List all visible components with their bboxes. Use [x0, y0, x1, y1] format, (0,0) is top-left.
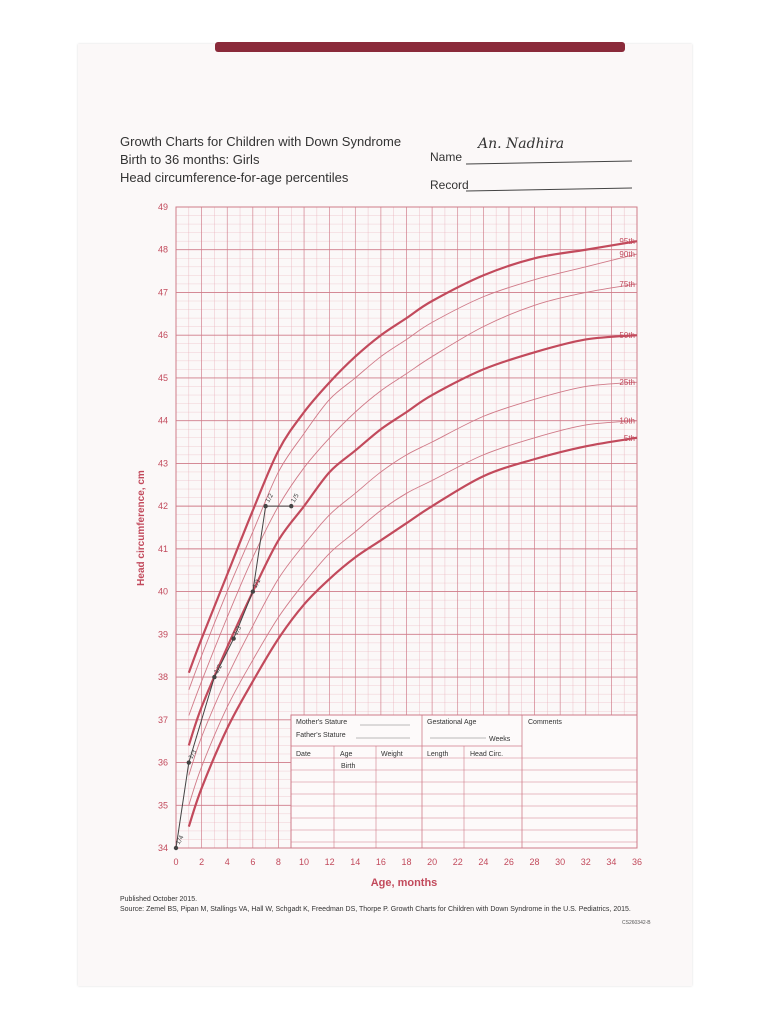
table-col-header: Weight — [381, 751, 403, 758]
patient-point-annotation: 1/5 — [290, 492, 301, 504]
y-tick-labels: 34 35 36 37 38 39 40 41 42 43 44 45 46 47 48 49 — [158, 202, 168, 853]
percentile-labels: 95th 90th 75th 50th 25th 10th 5th — [619, 237, 635, 443]
percentile-curve-5th — [187, 436, 638, 827]
patient-plot: 1/4 1/3 1/2 1/3 1/1 1/2 1/5 — [173, 492, 301, 851]
percentile-curve-90th — [188, 253, 638, 691]
binder-strip — [215, 42, 625, 52]
x-tick-label: 24 — [478, 857, 488, 867]
percentile-curve-95th — [187, 240, 638, 674]
y-axis-label: Head circumference, cm — [136, 470, 147, 586]
patient-point-annotation: 1/3 — [232, 625, 243, 637]
y-tick-label: 48 — [158, 245, 168, 255]
y-tick-label: 39 — [158, 629, 168, 639]
name-label: Name — [430, 150, 463, 164]
patient-point-annotation: 1/2 — [264, 492, 275, 504]
x-tick-label: 8 — [276, 857, 281, 867]
patient-point — [289, 503, 294, 509]
gestational-age-label: Gestational Age — [427, 719, 477, 726]
x-tick-label: 20 — [427, 857, 437, 867]
y-tick-label: 36 — [158, 758, 168, 768]
percentile-label-10th: 10th — [619, 417, 635, 426]
percentile-label-90th: 90th — [619, 250, 635, 259]
chart-title-line3: Head circumference-for-age percentiles — [120, 170, 349, 185]
table-col-header: Length — [427, 751, 449, 758]
source-note: Source: Zemel BS, Pipan M, Stallings VA,… — [120, 906, 631, 913]
x-tick-label: 34 — [606, 857, 616, 867]
x-tick-label: 12 — [325, 857, 335, 867]
percentile-label-95th: 95th — [619, 237, 635, 246]
fathers-stature-label: Father's Stature — [296, 732, 346, 739]
percentile-label-5th: 5th — [624, 434, 635, 443]
patient-point — [250, 589, 256, 594]
age-birth-cell: Birth — [341, 763, 356, 770]
patient-point — [173, 845, 179, 851]
patient-point — [212, 674, 217, 680]
patient-point-annotation: 1/3 — [187, 749, 198, 761]
chart-title-line1: Growth Charts for Children with Down Syn… — [120, 134, 402, 149]
record-table: Mother's Stature Father's Stature Gestatio… — [290, 714, 638, 849]
percentile-label-75th: 75th — [619, 280, 635, 289]
x-tick-label: 28 — [530, 857, 540, 867]
x-tick-label: 0 — [173, 857, 178, 867]
x-tick-label: 26 — [504, 857, 514, 867]
patient-point — [186, 760, 192, 765]
patient-point-annotation: 1/2 — [213, 663, 224, 675]
y-tick-label: 47 — [158, 287, 168, 297]
comments-label: Comments — [528, 719, 562, 726]
mothers-stature-label: Mother's Stature — [296, 719, 347, 726]
percentile-curve-25th — [188, 381, 638, 776]
x-tick-label: 4 — [225, 857, 230, 867]
x-tick-label: 6 — [250, 857, 255, 867]
patient-point-annotation: 1/1 — [252, 578, 263, 590]
percentile-label-50th: 50th — [619, 331, 635, 340]
x-tick-label: 10 — [299, 857, 309, 867]
y-tick-label: 44 — [158, 416, 168, 426]
published-note: Published October 2015. — [120, 896, 198, 903]
name-value: An. Nadhira — [478, 136, 565, 152]
percentile-curve-10th — [188, 420, 638, 806]
weeks-label: Weeks — [489, 736, 511, 743]
y-tick-label: 37 — [158, 715, 168, 725]
percentile-label-25th: 25th — [619, 378, 635, 387]
x-tick-label: 30 — [555, 857, 565, 867]
x-tick-label: 36 — [632, 857, 642, 867]
y-tick-label: 45 — [158, 373, 168, 383]
y-tick-label: 40 — [158, 587, 168, 597]
percentile-curves — [187, 240, 638, 827]
table-col-header: Age — [340, 751, 353, 758]
percentile-curve-50th — [187, 334, 638, 746]
y-tick-label: 49 — [158, 202, 168, 212]
y-tick-label: 41 — [158, 544, 168, 554]
y-tick-label: 43 — [158, 458, 168, 468]
x-tick-label: 18 — [401, 857, 411, 867]
x-tick-label: 32 — [581, 857, 591, 867]
y-tick-label: 42 — [158, 501, 168, 511]
x-tick-labels: 0 2 4 6 8 10 12 14 16 18 20 22 24 26 28 30 32 34 36 — [173, 857, 642, 867]
document-code: CS260342-B — [622, 920, 651, 926]
percentile-curve-75th — [188, 283, 638, 716]
y-tick-label: 35 — [158, 800, 168, 810]
patient-point — [231, 636, 236, 641]
y-tick-label: 34 — [158, 843, 168, 853]
table-col-header: Date — [296, 751, 311, 758]
x-tick-label: 2 — [199, 857, 204, 867]
x-tick-label: 14 — [350, 857, 360, 867]
chart-title-line2: Birth to 36 months: Girls — [120, 152, 260, 167]
patient-point — [263, 503, 268, 509]
patient-point-annotation: 1/4 — [175, 834, 186, 846]
table-col-header: Head Circ. — [470, 751, 503, 758]
record-label: Record — [430, 178, 469, 192]
y-tick-label: 46 — [158, 330, 168, 340]
y-tick-label: 38 — [158, 672, 168, 682]
x-tick-label: 22 — [453, 857, 463, 867]
x-tick-label: 16 — [376, 857, 386, 867]
x-axis-label: Age, months — [371, 877, 438, 889]
